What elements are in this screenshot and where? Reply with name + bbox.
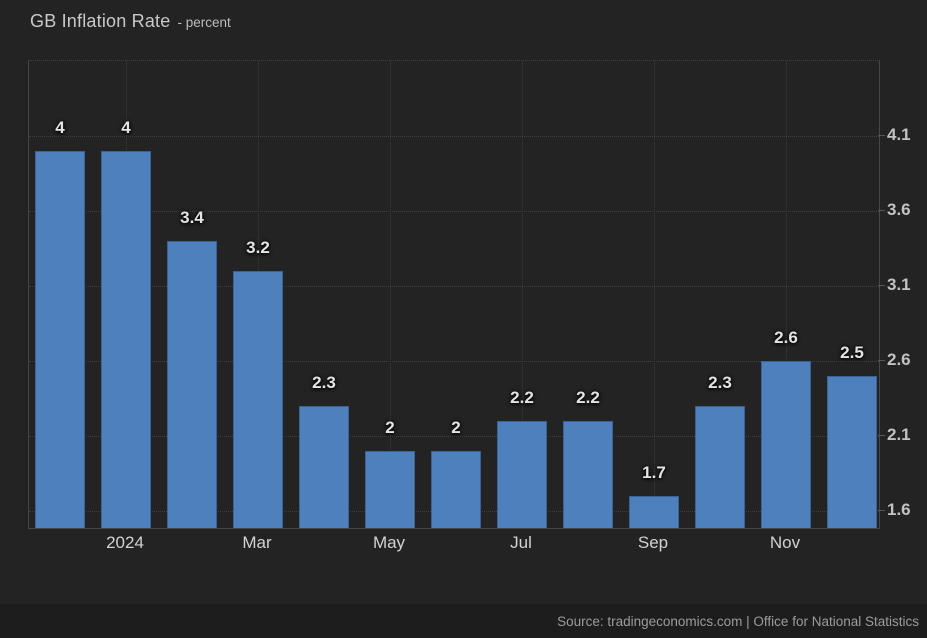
y-axis-tick-mark xyxy=(878,285,885,286)
bar[interactable] xyxy=(497,421,547,528)
y-axis-tick-label: 4.1 xyxy=(887,125,911,144)
bar-value-label: 2.2 xyxy=(576,388,600,407)
horizontal-gridline xyxy=(29,286,879,287)
plot-area: 4 4 3.4 3.2 2.3 2 2 2.2 2.2 1.7 2.3 2.6 2.5 xyxy=(28,60,880,529)
y-axis-tick-mark xyxy=(878,360,885,361)
vertical-gridline xyxy=(786,61,787,528)
chart-title: GB Inflation Rate xyxy=(30,11,171,31)
bar[interactable] xyxy=(233,271,283,528)
bar[interactable] xyxy=(827,376,877,528)
horizontal-gridline xyxy=(29,436,879,437)
bar[interactable] xyxy=(35,151,85,528)
bar[interactable] xyxy=(629,496,679,528)
bar[interactable] xyxy=(101,151,151,528)
source-bar: Source: tradingeconomics.com | Office fo… xyxy=(0,604,927,638)
vertical-gridline xyxy=(390,61,391,528)
x-axis-tick-label: Nov xyxy=(769,533,801,552)
y-axis-tick-label: 3.1 xyxy=(887,275,911,294)
y-axis-tick-label: 1.6 xyxy=(887,500,911,519)
bar-value-label: 2.2 xyxy=(510,388,534,407)
bar-value-label: 1.7 xyxy=(642,463,666,482)
horizontal-gridline xyxy=(29,211,879,212)
vertical-gridline xyxy=(654,61,655,528)
bar[interactable] xyxy=(761,361,811,528)
bar[interactable] xyxy=(695,406,745,528)
bar-value-label: 2 xyxy=(451,418,461,437)
chart-header: GB Inflation Rate - percent xyxy=(30,11,231,32)
bar-value-label: 2.6 xyxy=(774,328,798,347)
y-axis-tick-mark xyxy=(878,510,885,511)
horizontal-gridline xyxy=(29,361,879,362)
x-axis-tick-label: Jul xyxy=(510,533,532,552)
y-axis-tick-mark xyxy=(878,435,885,436)
y-axis-tick-label: 2.6 xyxy=(887,350,911,369)
source-text: Source: tradingeconomics.com | Office fo… xyxy=(557,613,919,629)
bar-value-label: 3.2 xyxy=(246,238,270,257)
x-axis-tick-label: Sep xyxy=(637,533,669,552)
x-axis-tick-label: Mar xyxy=(242,533,272,552)
bar-value-label: 2.3 xyxy=(312,373,336,392)
horizontal-gridline xyxy=(29,136,879,137)
bar[interactable] xyxy=(563,421,613,528)
bar-value-label: 2 xyxy=(385,418,395,437)
x-axis-tick-label: 2024 xyxy=(106,533,144,552)
bar[interactable] xyxy=(431,451,481,528)
bar[interactable] xyxy=(365,451,415,528)
y-axis-tick-label: 3.6 xyxy=(887,200,911,219)
y-axis-tick-mark xyxy=(878,135,885,136)
bar[interactable] xyxy=(299,406,349,528)
vertical-gridline xyxy=(522,61,523,528)
bar-value-label: 4 xyxy=(55,118,65,137)
chart-subtitle: - percent xyxy=(177,15,231,30)
y-axis-tick-mark xyxy=(878,210,885,211)
bar-value-label: 2.3 xyxy=(708,373,732,392)
bar[interactable] xyxy=(167,241,217,528)
y-axis-tick-label: 2.1 xyxy=(887,425,911,444)
bar-value-label: 3.4 xyxy=(180,208,204,227)
x-axis-tick-label: May xyxy=(372,533,406,552)
bar-value-label: 4 xyxy=(121,118,131,137)
bar-value-label: 2.5 xyxy=(840,343,864,362)
